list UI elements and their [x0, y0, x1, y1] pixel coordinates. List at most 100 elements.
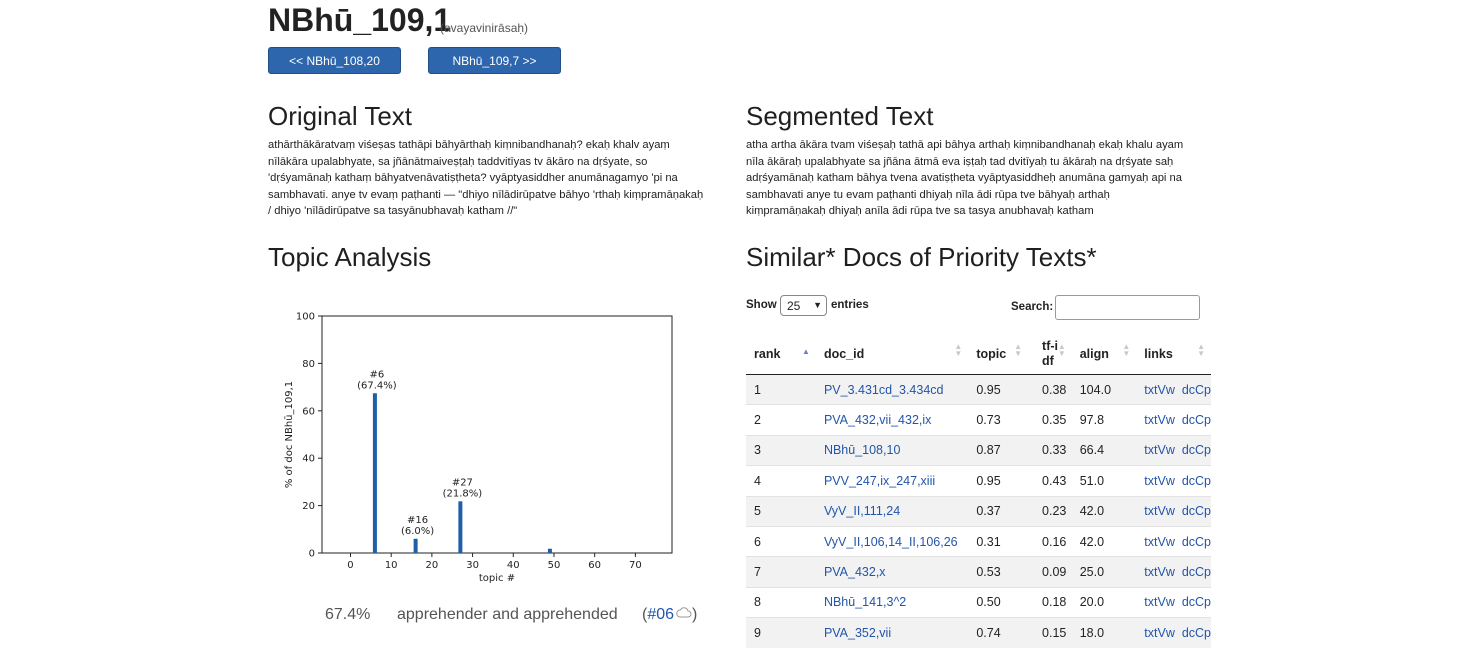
txtvw-link[interactable]: txtVw: [1144, 382, 1175, 397]
dccp-link[interactable]: dcCp: [1181, 534, 1211, 549]
sort-icon: ▲ ▼: [1057, 342, 1066, 358]
table-row: 5 VyV_II,111,24 0.37 0.23 42.0 txtVw dcCp: [746, 495, 1211, 527]
y-tick-label: 80: [302, 359, 315, 370]
top-topic-link-wrapper: (#06): [642, 606, 698, 624]
doc-id-link[interactable]: PVA_432,vii_432,ix: [823, 413, 932, 428]
text-line: adṛśyamānaḥ katham bāhya tvena avatiṣṭhe…: [746, 172, 1182, 184]
x-tick-label: 20: [426, 560, 439, 571]
table-row: 2 PVA_432,vii_432,ix 0.73 0.35 97.8 txtVw dcC…: [746, 404, 1211, 436]
y-tick-label: 20: [302, 501, 315, 512]
bar-label: #27: [452, 477, 473, 488]
original-text-body: athārthākāratvaṃ viśeṣas tathāpi bāhyārt…: [268, 137, 703, 220]
col-header-label: align: [1079, 347, 1109, 361]
top-topic-link[interactable]: #06: [647, 606, 675, 623]
y-tick-label: 40: [302, 454, 315, 465]
txtvw-link[interactable]: txtVw: [1144, 565, 1175, 580]
col-header-label: rank: [754, 347, 781, 361]
table-row: 7 PVA_432,x 0.53 0.09 25.0 txtVw dcCp: [746, 556, 1211, 588]
txtvw-link[interactable]: txtVw: [1144, 413, 1175, 428]
col-header-links[interactable]: links ▲ ▼: [1136, 334, 1211, 375]
y-tick-label: 60: [302, 406, 315, 417]
txtvw-link[interactable]: txtVw: [1144, 443, 1175, 458]
text-line: nīlākāra upalabhyate, sa jñānātmaiveṣṭaḥ…: [268, 155, 648, 168]
cell-align: 66.4: [1071, 434, 1137, 466]
cell-rank: 3: [746, 434, 816, 466]
cell-align: 51.0: [1071, 465, 1137, 497]
cell-rank: 6: [746, 525, 816, 557]
doc-id-link[interactable]: NBhū_108,10: [823, 443, 901, 458]
bar-label: #6: [370, 369, 385, 380]
cell-doc-id: PVA_432,vii_432,ix: [815, 404, 969, 436]
sort-icon: ▲ ▼: [1122, 342, 1131, 358]
cell-tfidf: 0.35: [1028, 404, 1072, 436]
cell-doc-id: VyV_II,111,24: [815, 495, 969, 527]
next-doc-button[interactable]: NBhū_109,7 >>: [428, 47, 561, 74]
dccp-link[interactable]: dcCp: [1181, 504, 1211, 519]
text-line: / dhiyo 'nīlādirūpatve sa tasyānubhavaḥ …: [268, 205, 518, 217]
topic-analysis-heading: Topic Analysis: [268, 242, 432, 272]
col-header-align[interactable]: align ▲ ▼: [1071, 334, 1137, 375]
text-line: athārthākāratvaṃ viśeṣas tathāpi bāhyārt…: [268, 139, 670, 151]
bar-topic-16: [413, 538, 418, 553]
cloud-icon[interactable]: [676, 606, 692, 624]
doc-id-link[interactable]: PVA_432,x: [823, 565, 886, 580]
col-header-label: doc_id: [823, 347, 865, 361]
x-tick-label: 10: [385, 560, 398, 571]
txtvw-link[interactable]: txtVw: [1144, 504, 1175, 519]
col-header-rank[interactable]: rank ▲: [746, 334, 816, 375]
txtvw-link[interactable]: txtVw: [1144, 534, 1175, 549]
table-row: 8 NBhū_141,3^2 0.50 0.18 20.0 txtVw dcCp: [746, 586, 1211, 618]
entries-select[interactable]: 25 ▼: [780, 295, 827, 316]
cell-doc-id: PVA_432,x: [815, 556, 969, 588]
table-header-row: rank ▲ doc_id ▲ ▼ topic ▲ ▼ tf-idf ▲ ▼ align ▲ ▼ …: [746, 334, 1211, 375]
y-tick-label: 100: [296, 312, 315, 323]
cell-align: 25.0: [1071, 556, 1137, 588]
txtvw-link[interactable]: txtVw: [1144, 625, 1175, 640]
col-header-topic[interactable]: topic ▲ ▼: [968, 334, 1029, 375]
doc-id-link[interactable]: PVA_352,vii: [823, 625, 892, 640]
bar-topic-27: [458, 501, 463, 553]
dccp-link[interactable]: dcCp: [1181, 565, 1211, 580]
cell-topic: 0.73: [968, 404, 1029, 436]
segmented-text-body: atha artha ākāra tvam viśeṣaḥ tathā api …: [746, 137, 1183, 220]
dccp-link[interactable]: dcCp: [1181, 382, 1211, 397]
dccp-link[interactable]: dcCp: [1181, 625, 1211, 640]
dccp-link[interactable]: dcCp: [1181, 413, 1211, 428]
prev-doc-button[interactable]: << NBhū_108,20: [268, 47, 401, 74]
txtvw-link[interactable]: txtVw: [1144, 595, 1175, 610]
txtvw-link[interactable]: txtVw: [1144, 473, 1175, 488]
col-header-tfidf[interactable]: tf-idf ▲ ▼: [1028, 334, 1072, 375]
page-subtitle: (avayavinirāsaḥ): [440, 21, 529, 35]
bar-sublabel: (6.0%): [401, 526, 434, 537]
cell-rank: 9: [746, 617, 816, 648]
dccp-link[interactable]: dcCp: [1181, 595, 1211, 610]
doc-id-link[interactable]: VyV_II,111,24: [823, 504, 901, 519]
doc-id-link[interactable]: PVV_247,ix_247,xiii: [823, 473, 936, 488]
cell-rank: 8: [746, 586, 816, 618]
col-header-label: topic: [976, 347, 1007, 361]
cell-rank: 7: [746, 556, 816, 588]
cell-align: 104.0: [1071, 373, 1137, 405]
dccp-link[interactable]: dcCp: [1181, 443, 1211, 458]
doc-id-link[interactable]: NBhū_141,3^2: [823, 595, 907, 610]
cell-tfidf: 0.38: [1028, 373, 1072, 405]
cell-align: 18.0: [1071, 617, 1137, 648]
cell-align: 42.0: [1071, 495, 1137, 527]
x-tick-label: 50: [548, 560, 561, 571]
entries-label: entries: [831, 299, 869, 311]
dccp-link[interactable]: dcCp: [1181, 473, 1211, 488]
table-row: 6 VyV_II,106,14_II,106,26 0.31 0.16 42.0 txtV…: [746, 525, 1211, 557]
text-line: sambhavati. anye tv evaṃ paṭhanti — "dhi…: [268, 188, 704, 201]
doc-id-link[interactable]: VyV_II,106,14_II,106,26: [823, 534, 958, 549]
col-header-doc-id[interactable]: doc_id ▲ ▼: [815, 334, 969, 375]
x-tick-label: 30: [466, 560, 479, 571]
cell-topic: 0.53: [968, 556, 1029, 588]
similar-docs-table: rank ▲ doc_id ▲ ▼ topic ▲ ▼ tf-idf ▲ ▼ align ▲ ▼ …: [746, 334, 1211, 648]
bar-topic-49: [547, 548, 552, 553]
search-input[interactable]: [1055, 295, 1200, 320]
cell-doc-id: NBhū_141,3^2: [815, 586, 969, 618]
cell-align: 20.0: [1071, 586, 1137, 618]
table-row: 1 PV_3.431cd_3.434cd 0.95 0.38 104.0 txtVw dc…: [746, 373, 1211, 405]
cell-doc-id: PVA_352,vii: [815, 617, 969, 648]
doc-id-link[interactable]: PV_3.431cd_3.434cd: [823, 382, 944, 397]
